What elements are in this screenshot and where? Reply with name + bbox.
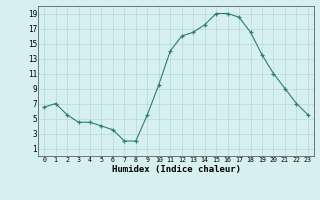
X-axis label: Humidex (Indice chaleur): Humidex (Indice chaleur) xyxy=(111,165,241,174)
